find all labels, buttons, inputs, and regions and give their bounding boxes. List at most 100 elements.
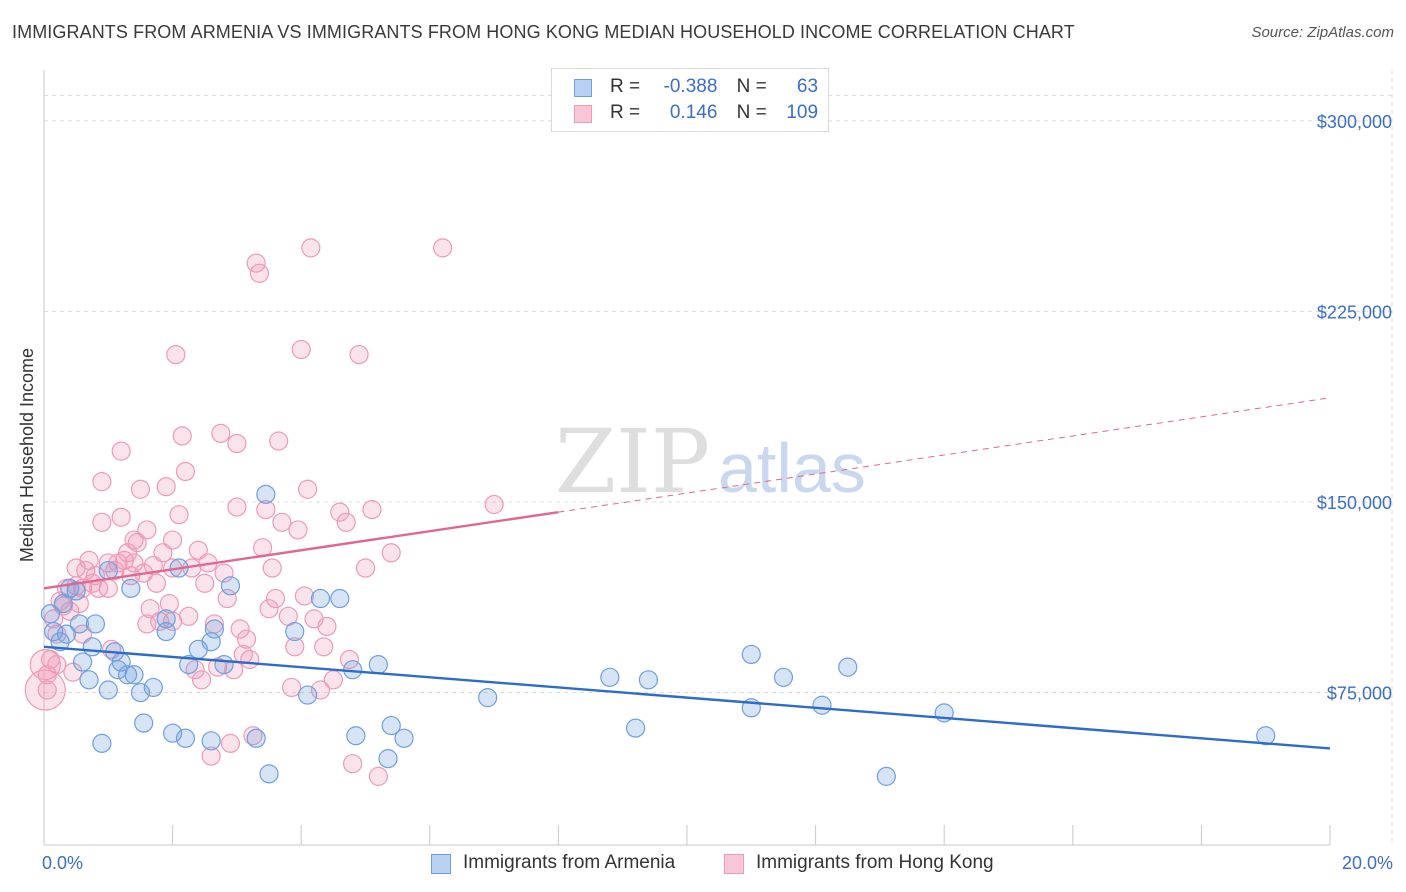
data-point-armenia — [378, 749, 398, 769]
data-point-armenia — [812, 695, 832, 715]
data-point-armenia — [204, 619, 224, 639]
legend-r-value-armenia: -0.388 — [663, 76, 718, 97]
legend-swatch-armenia — [574, 79, 592, 97]
y-axis-title: Median Household Income — [17, 348, 37, 562]
y-tick-label: $225,000 — [1317, 302, 1392, 322]
data-point-hongkong — [179, 606, 199, 626]
data-point-hongkong — [310, 680, 331, 700]
data-point-hongkong — [163, 530, 183, 550]
data-point-armenia — [478, 688, 498, 708]
data-point-hongkong — [249, 263, 270, 283]
legend-n-label: N = — [736, 102, 767, 123]
data-point-hongkong — [201, 746, 221, 766]
legend-n-label: N = — [736, 76, 767, 97]
data-point-armenia — [201, 632, 221, 652]
data-point-hongkong — [92, 512, 112, 532]
y-tick-label: $300,000 — [1317, 112, 1392, 132]
data-point-hongkong — [195, 573, 215, 593]
data-point-armenia — [156, 621, 176, 642]
data-point-hongkong — [153, 543, 173, 563]
data-point-armenia — [259, 764, 279, 784]
data-point-hongkong — [166, 344, 186, 365]
data-point-hongkong — [256, 499, 276, 520]
data-point-hongkong — [330, 502, 350, 522]
data-point-armenia — [1256, 726, 1276, 746]
data-point-hongkong — [217, 588, 237, 609]
data-point-hongkong — [265, 588, 286, 609]
grid-lines — [44, 70, 1393, 845]
data-point-hongkong — [269, 431, 289, 451]
data-point-hongkong — [323, 670, 343, 690]
data-point-hongkong — [140, 599, 160, 619]
watermark-zip: ZIP — [555, 410, 710, 513]
data-point-hongkong — [111, 441, 131, 461]
data-point-armenia — [124, 665, 144, 685]
data-point-hongkong — [137, 614, 157, 634]
data-point-armenia — [130, 682, 151, 703]
data-point-hongkong — [146, 573, 167, 593]
data-point-armenia — [82, 637, 102, 657]
chart-title: IMMIGRANTS FROM ARMENIA VS IMMIGRANTS FR… — [12, 22, 1075, 42]
data-point-hongkong — [111, 507, 131, 527]
data-point-hongkong — [227, 497, 247, 517]
data-point-armenia — [381, 715, 401, 736]
trend-line-hongkong — [43, 510, 559, 590]
data-point-hongkong — [362, 499, 382, 520]
data-point-armenia — [121, 578, 141, 598]
data-point-hongkong — [124, 530, 144, 550]
data-point-hongkong — [98, 553, 118, 573]
data-point-hongkong — [191, 670, 212, 690]
data-point-armenia — [246, 728, 266, 748]
legend-n-value-armenia: 63 — [796, 76, 819, 97]
data-point-armenia — [92, 733, 112, 753]
data-point-hongkong — [259, 599, 279, 619]
trend-lines — [43, 397, 1331, 750]
data-point-hongkong — [63, 662, 83, 682]
data-point-hongkong — [262, 558, 282, 578]
data-point-armenia — [838, 657, 858, 677]
data-point-armenia — [72, 652, 93, 672]
data-point-hongkong — [349, 344, 369, 365]
trend-line-hongkong-extension — [558, 397, 1331, 513]
data-point-hongkong — [288, 520, 308, 540]
data-point-armenia — [330, 588, 350, 609]
bottom-legend-label-hongkong: Immigrants from Hong Kong — [756, 852, 994, 873]
data-point-armenia — [394, 728, 414, 748]
x-tick-label: 0.0% — [42, 853, 83, 873]
data-point-armenia — [66, 581, 86, 601]
data-point-hongkong — [336, 512, 356, 532]
data-point-armenia — [346, 726, 366, 746]
y-tick-label: $75,000 — [1327, 684, 1392, 704]
legend-r-label: R = — [610, 76, 641, 97]
data-point-hongkong — [236, 629, 257, 649]
data-point-armenia — [85, 614, 106, 634]
data-point-hongkong — [211, 423, 231, 443]
data-point-armenia — [256, 484, 276, 504]
data-point-armenia — [876, 766, 896, 786]
data-point-hongkong — [240, 649, 260, 670]
data-point-hongkong — [317, 616, 337, 637]
data-point-armenia — [56, 624, 77, 644]
data-point-armenia — [79, 670, 99, 690]
legend-r-label: R = — [610, 102, 641, 123]
data-point-hongkong — [156, 477, 176, 497]
y-tick-label: $150,000 — [1317, 493, 1392, 513]
data-point-hongkong — [169, 505, 189, 525]
data-point-hongkong — [29, 648, 61, 681]
data-point-hongkong — [433, 238, 453, 258]
data-point-armenia — [220, 576, 241, 596]
data-point-hongkong — [98, 578, 118, 598]
data-point-hongkong — [37, 680, 57, 700]
data-point-hongkong — [243, 726, 263, 746]
data-point-hongkong — [185, 660, 205, 680]
x-tick-label: 20.0% — [1342, 853, 1393, 873]
data-point-armenia — [98, 680, 118, 700]
bottom-legend-swatch-hongkong — [724, 854, 744, 874]
data-point-armenia — [69, 614, 89, 634]
legend-swatch-hongkong — [574, 105, 592, 123]
data-point-hongkong — [272, 512, 292, 532]
data-point-hongkong — [175, 461, 196, 482]
series-hongkong-points — [24, 238, 504, 786]
data-point-hongkong — [92, 472, 112, 492]
